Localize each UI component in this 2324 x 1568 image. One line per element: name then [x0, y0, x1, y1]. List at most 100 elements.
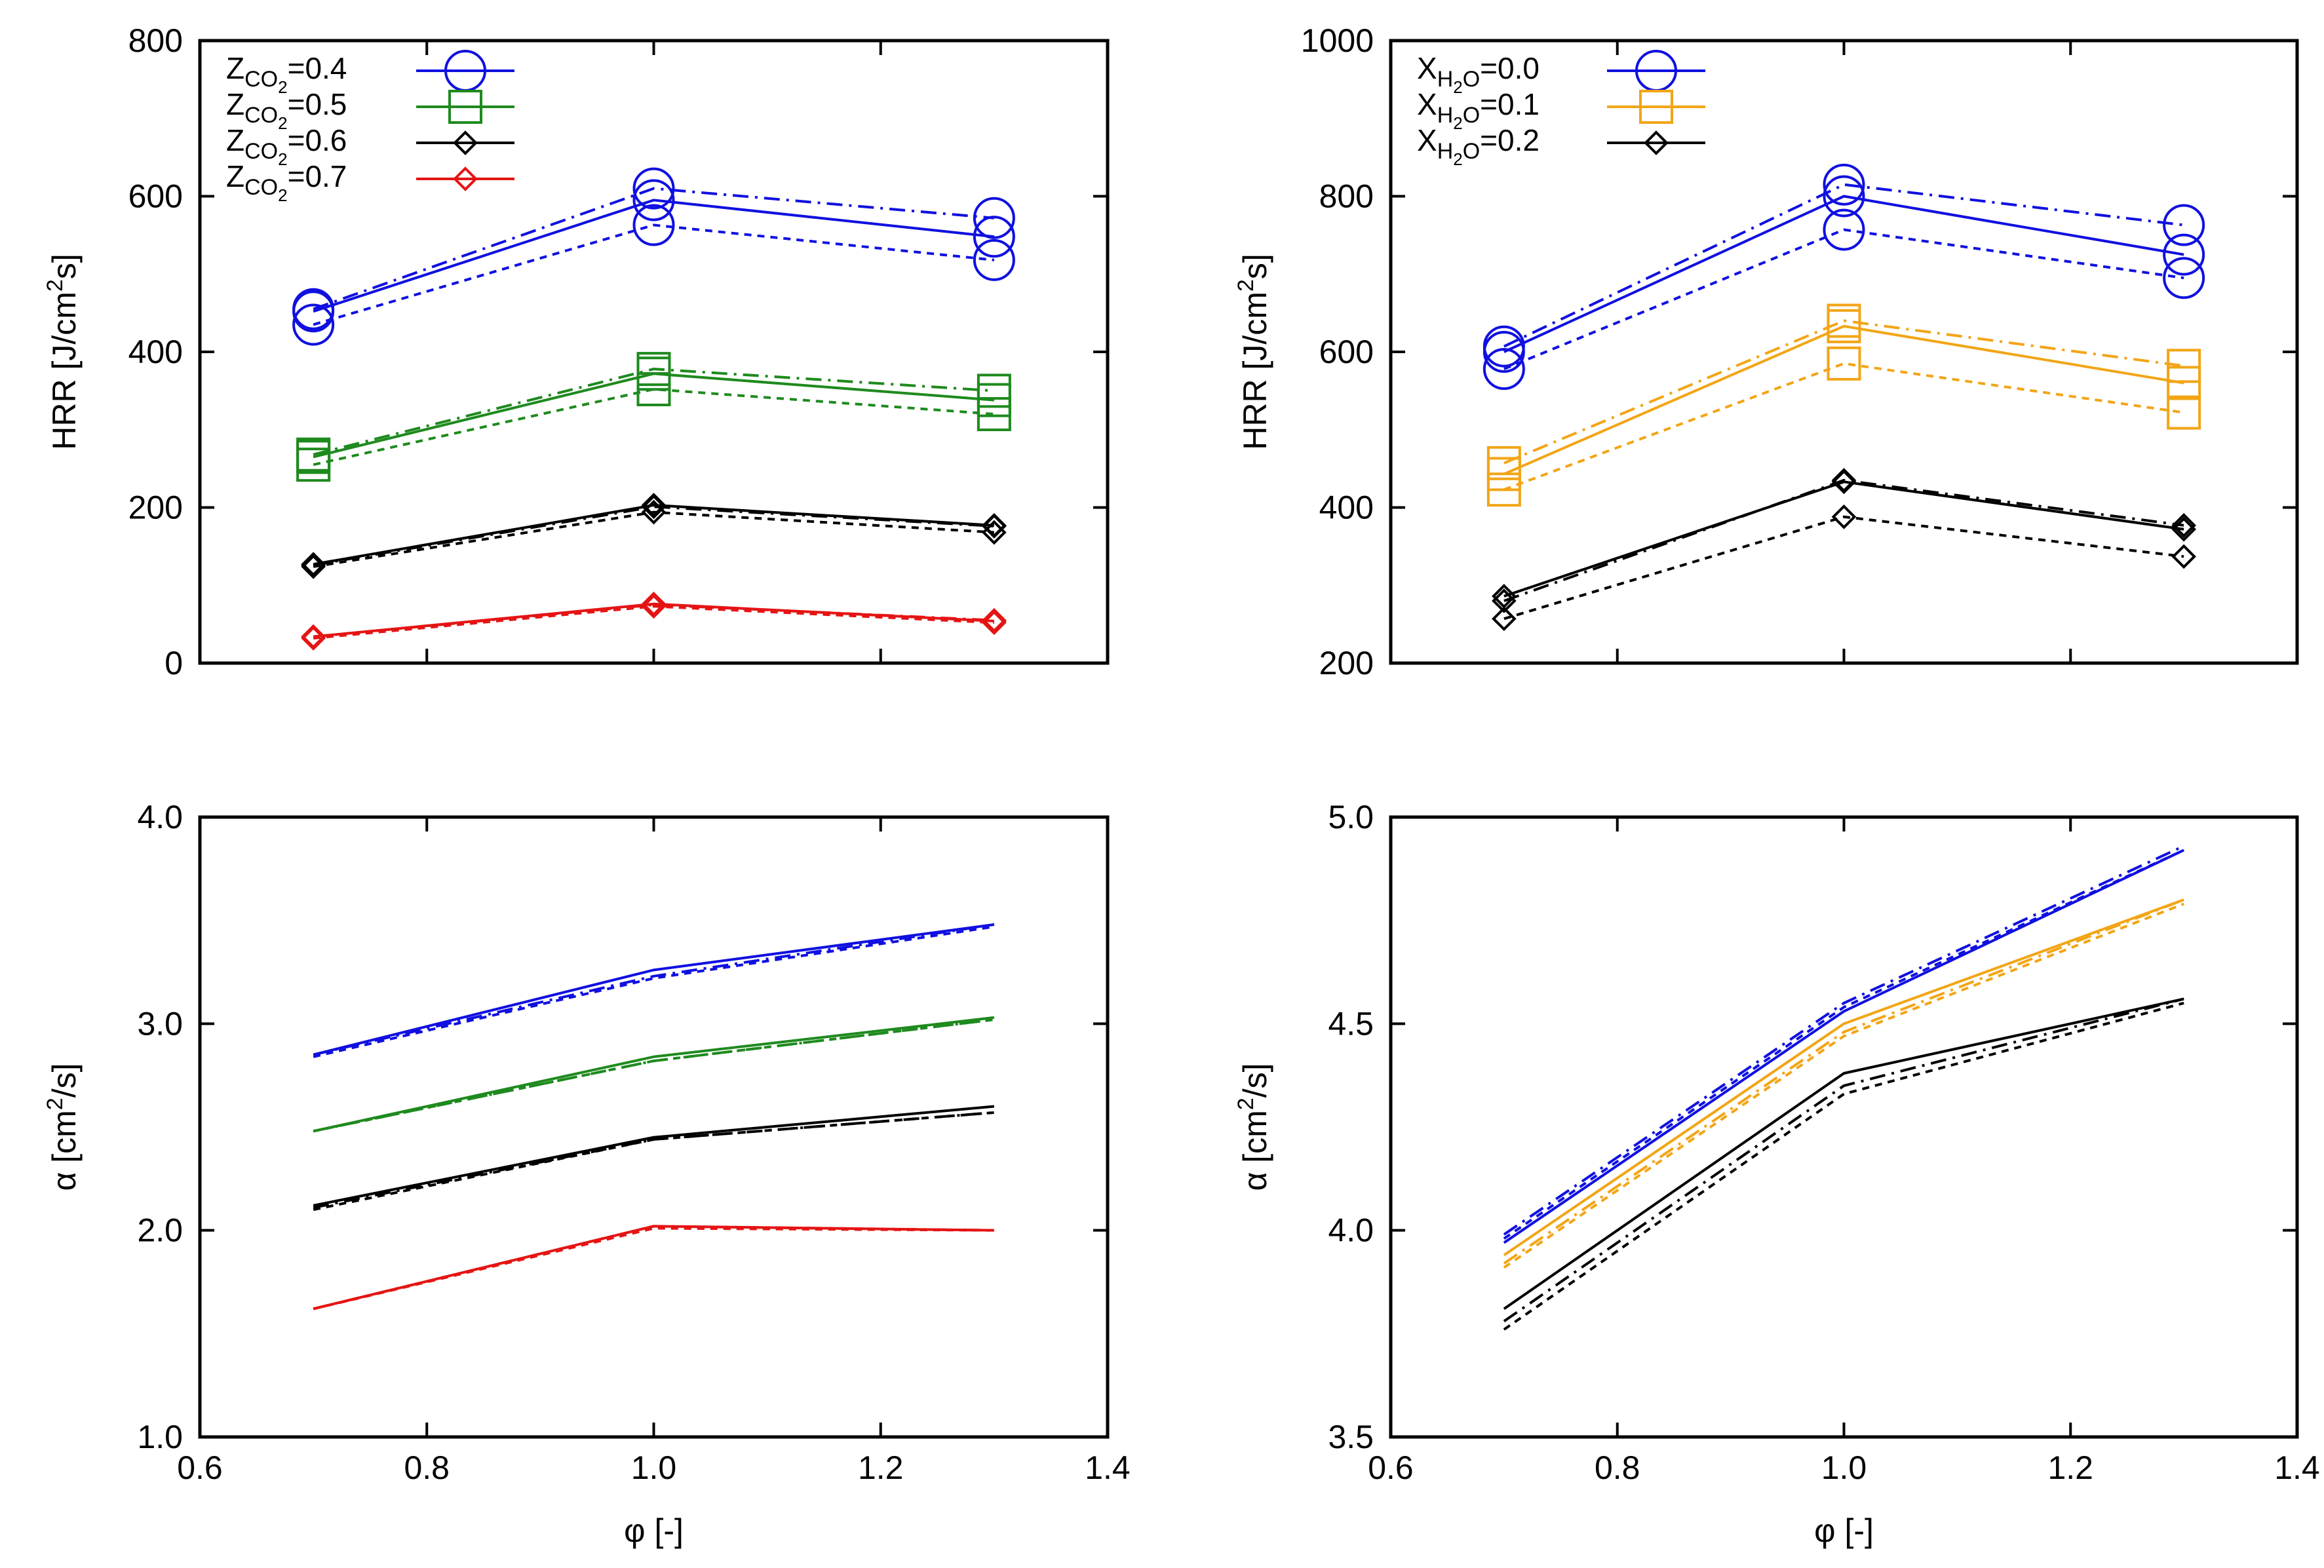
- legend-label: ZCO2=0.6: [226, 123, 347, 169]
- marker-xh2o-0-2-dashdot: [2171, 512, 2196, 538]
- x-tick-label: 1.2: [2047, 1449, 2093, 1486]
- legend-label-value: =0.1: [1480, 87, 1540, 121]
- y-axis-title-text-end: /s]: [1237, 1063, 1273, 1098]
- marker-zco2-0-6-dashdot: [301, 552, 326, 578]
- line-xh2o-0-1-dashed: [1503, 902, 2184, 1269]
- marker-xh2o-0-2-dashed: [1831, 504, 1857, 529]
- y-tick-label: 5.0: [1328, 799, 1374, 835]
- x-tick-label: 1.0: [1821, 1449, 1867, 1486]
- legend-marker-zco2-0-7: [453, 166, 478, 191]
- line-xh2o-0-0-dashed: [1503, 849, 2184, 1240]
- line-zco2-0-4-dashdot: [313, 187, 995, 311]
- series-zco2-0-5: [296, 352, 1011, 482]
- marker-xh2o-0-1-dashed: [1486, 472, 1521, 507]
- marker-xh2o-0-2-solid: [2171, 516, 2196, 542]
- legend-label-base: X: [1417, 51, 1437, 85]
- legend-marker-xh2o-0-2: [1644, 130, 1669, 155]
- line-zco2-0-5-dashdot: [313, 1018, 995, 1133]
- legend-label-subsub: 2: [278, 77, 287, 97]
- marker-zco2-0-4-dashdot: [632, 167, 675, 210]
- x-tick-label: 0.8: [1595, 1449, 1640, 1486]
- marker-xh2o-0-0-dashed: [1482, 348, 1525, 391]
- legend-label-base: Z: [226, 159, 244, 193]
- marker-xh2o-0-1-dashdot: [1827, 303, 1861, 338]
- y-axis-title-text: α [cm: [1237, 1110, 1273, 1191]
- marker-xh2o-0-1-dashed: [2167, 395, 2201, 430]
- line-zco2-0-6-dashed: [313, 510, 994, 568]
- series-zco2-0-6: [313, 1105, 995, 1212]
- marker-xh2o-0-0-solid: [1823, 175, 1865, 218]
- line-xh2o-0-0-dashed: [1503, 228, 2184, 370]
- y-axis-title-text: α [cm: [46, 1110, 83, 1191]
- series-zco2-0-4: [292, 167, 1015, 346]
- x-tick-label: 1.4: [1085, 1449, 1131, 1486]
- marker-zco2-0-5-dashdot: [296, 437, 331, 472]
- series-xh2o-0-2: [1492, 468, 2196, 632]
- marker-xh2o-0-1-dashdot: [2167, 349, 2201, 383]
- series-xh2o-0-2: [1503, 997, 2184, 1331]
- legend-label-value: =0.2: [1480, 123, 1540, 157]
- legend-label-sub: CO: [244, 139, 278, 164]
- x-tick-label: 0.8: [404, 1449, 450, 1486]
- y-tick-label: 600: [1319, 334, 1374, 370]
- legend-marker-zco2-0-6: [453, 130, 478, 155]
- y-tick-label: 4.0: [1328, 1212, 1374, 1249]
- line-zco2-0-7-dashed: [313, 605, 994, 640]
- line-zco2-0-5-solid: [313, 1016, 995, 1133]
- legend-label-subsub: 2: [278, 185, 287, 205]
- line-xh2o-0-1-dashdot: [1503, 319, 2184, 465]
- marker-zco2-0-7-dashdot: [641, 592, 667, 617]
- legend-label-value: =0.0: [1480, 51, 1540, 85]
- y-axis-title-text-end: s]: [46, 254, 83, 279]
- line-zco2-0-4-dashdot: [313, 923, 995, 1056]
- marker-zco2-0-6-dashdot: [982, 514, 1007, 539]
- series-zco2-0-6: [301, 493, 1007, 579]
- legend-label-sub: H: [1437, 67, 1454, 92]
- legend-label: XH2O=0.1: [1417, 87, 1540, 133]
- legend-label: XH2O=0.0: [1417, 51, 1540, 97]
- line-xh2o-0-2-solid: [1503, 480, 2184, 598]
- legend-label-subsub: 2: [1453, 113, 1462, 133]
- marker-zco2-0-5-dashdot: [977, 373, 1011, 408]
- y-axis-title-superscript: 2: [43, 1098, 68, 1110]
- marker-zco2-0-4-dashdot: [292, 288, 335, 330]
- x-tick-label: 1.0: [631, 1449, 677, 1486]
- y-tick-label: 2.0: [137, 1212, 183, 1249]
- legend-label: XH2O=0.2: [1417, 123, 1540, 169]
- legend-label-sub2: O: [1463, 67, 1480, 92]
- series-zco2-0-7: [301, 591, 1007, 651]
- marker-xh2o-0-1-dashdot: [1486, 446, 1521, 480]
- y-axis-title: HRR [J/cm2s]: [1233, 254, 1273, 449]
- panel-bottom-right-alpha-xh2o: 0.6 0.8 1.0 1.2 1.4 3.5 4.0 4.5 5.0 α [cm2/s] φ [-…: [1233, 799, 2320, 1549]
- marker-xh2o-0-2-dashdot: [1831, 468, 1857, 493]
- y-axis-title-text-end: s]: [1237, 254, 1273, 279]
- y-axis-title-text: HRR [J/cm: [46, 292, 83, 450]
- legend-label-subsub: 2: [278, 113, 287, 133]
- line-xh2o-0-0-dashdot: [1503, 845, 2184, 1236]
- line-xh2o-0-2-dashed: [1503, 515, 2184, 621]
- marker-zco2-0-4-dashdot: [973, 197, 1015, 239]
- series-zco2-0-5: [313, 1016, 995, 1133]
- series-xh2o-0-1: [1486, 303, 2201, 507]
- legend-label-base: Z: [226, 51, 244, 85]
- legend-label-sub: H: [1437, 139, 1454, 164]
- legend-label-base: Z: [226, 123, 244, 157]
- series-zco2-0-4: [313, 923, 995, 1058]
- marker-zco2-0-6-dashdot: [641, 494, 667, 520]
- legend-label-subsub: 2: [278, 149, 287, 169]
- line-zco2-0-4-solid: [313, 923, 995, 1056]
- marker-xh2o-0-1-solid: [2167, 366, 2201, 400]
- legend-label-base: X: [1417, 123, 1437, 157]
- legend-label-subsub: 2: [1453, 149, 1462, 169]
- marker-xh2o-0-2-dashed: [2171, 544, 2196, 569]
- line-xh2o-0-2-dashed: [1503, 1001, 2184, 1331]
- series-xh2o-0-0: [1503, 845, 2184, 1244]
- line-zco2-0-4-dashed: [313, 223, 995, 326]
- marker-xh2o-0-0-dashed: [2163, 257, 2205, 299]
- x-tick-label: 1.2: [858, 1449, 904, 1486]
- line-zco2-0-7-dashdot: [313, 1225, 994, 1310]
- marker-zco2-0-4-dashed: [292, 303, 335, 346]
